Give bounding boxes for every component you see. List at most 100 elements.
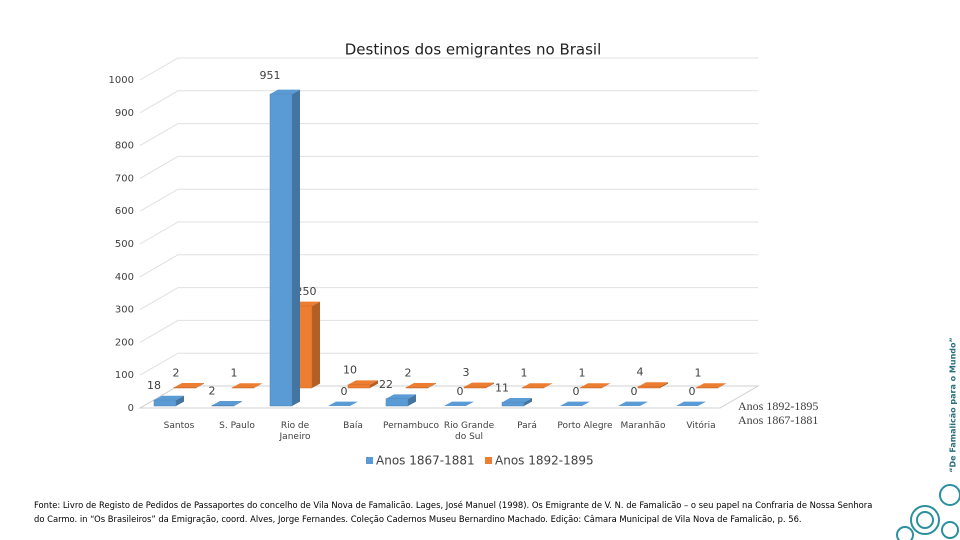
- y-tick-label: 100: [115, 370, 134, 381]
- bar-side: [234, 400, 242, 406]
- x-tick-label: Maranhão: [620, 421, 666, 431]
- bar-side: [254, 383, 262, 388]
- bar-top: [580, 383, 610, 388]
- data-label: 250: [296, 285, 317, 298]
- bar-top: [502, 397, 532, 403]
- data-label: 1: [695, 367, 702, 380]
- x-tick-label: Porto Alegre: [557, 421, 613, 431]
- bar: [405, 387, 429, 389]
- bar: [211, 405, 235, 407]
- bar-top: [444, 401, 474, 406]
- depth-axis-label: Anos 1867-1881: [738, 413, 818, 427]
- bar-side: [718, 383, 726, 388]
- bar-side: [408, 394, 416, 406]
- x-tick-label: Vitória: [686, 421, 716, 431]
- data-label: 18: [147, 379, 161, 392]
- x-tick-label: Pará: [517, 421, 537, 431]
- grid-line: [139, 123, 758, 147]
- bar-top: [154, 395, 184, 401]
- data-label: 0: [689, 385, 696, 398]
- x-tick-label: Santos: [163, 421, 195, 431]
- x-tick-label: Baía: [343, 421, 363, 431]
- bar-top: [386, 394, 416, 399]
- bar-top: [270, 89, 300, 95]
- y-tick-label: 500: [115, 239, 134, 250]
- y-tick-label: 0: [128, 403, 134, 414]
- bar-side: [312, 301, 320, 388]
- bar-top: [676, 401, 706, 406]
- bar-top: [212, 400, 242, 406]
- data-label: 2: [405, 366, 412, 379]
- grid-line: [139, 352, 758, 376]
- decoration: [896, 484, 960, 540]
- x-tick-label: Rio Grande do Sul: [443, 421, 495, 442]
- bar-side: [428, 382, 436, 388]
- bar-side: [660, 382, 668, 388]
- y-tick-label: 700: [115, 173, 134, 184]
- data-label: 1: [579, 367, 586, 380]
- data-label: 0: [341, 385, 348, 398]
- grid-line: [139, 188, 758, 212]
- bar: [347, 384, 371, 389]
- y-tick-label: 600: [115, 206, 134, 217]
- depth-axis-label: Anos 1892-1895: [738, 399, 818, 413]
- bar-top: [618, 401, 648, 406]
- bar: [153, 399, 177, 407]
- y-tick-label: 1000: [109, 75, 134, 86]
- bar-side: [544, 383, 552, 388]
- bar-side: [524, 397, 532, 406]
- data-label: 0: [573, 385, 580, 398]
- grid-line: [139, 287, 758, 311]
- data-label: 2: [209, 384, 216, 397]
- legend-swatch: [485, 457, 492, 464]
- x-tick-label: Rio de Janeiro: [279, 421, 311, 442]
- bar: [385, 398, 409, 407]
- legend-swatch: [366, 457, 373, 464]
- y-tick-label: 900: [115, 108, 134, 119]
- y-tick-label: 200: [115, 337, 134, 348]
- bar-top: [406, 382, 436, 388]
- bar-top: [696, 383, 726, 388]
- chart-title: Destinos dos emigrantes no Brasil: [345, 41, 602, 59]
- source-note: Fonte: Livro de Registo de Pedidos de Pa…: [34, 500, 873, 524]
- x-tick-label: Pernambuco: [383, 421, 440, 431]
- bar: [463, 386, 487, 389]
- legend-label: Anos 1867-1881: [376, 454, 475, 468]
- bar-top: [328, 401, 358, 406]
- y-tick-label: 800: [115, 141, 134, 152]
- side-text: “De Famalicão para o Mundo”: [949, 337, 958, 473]
- legend-label: Anos 1892-1895: [495, 454, 594, 468]
- bar-top: [232, 383, 262, 388]
- data-label: 0: [457, 385, 464, 398]
- bar-side: [602, 383, 610, 388]
- bar-side: [486, 382, 494, 388]
- bar-side: [176, 395, 184, 406]
- data-label: 2: [173, 366, 180, 379]
- y-tick-label: 400: [115, 272, 134, 283]
- bar-side: [196, 382, 204, 388]
- y-tick-label: 300: [115, 305, 134, 316]
- bar-side: [292, 89, 300, 406]
- data-label: 22: [379, 378, 393, 391]
- bar-side: [370, 380, 378, 388]
- grid-line: [139, 155, 758, 179]
- grid-line: [139, 319, 758, 343]
- data-label: 1: [231, 367, 238, 380]
- grid-line: [139, 90, 758, 114]
- data-label: 3: [463, 366, 470, 379]
- data-label: 11: [495, 381, 509, 394]
- bar: [173, 387, 197, 389]
- bar-top: [638, 382, 668, 387]
- bar: [501, 402, 525, 407]
- bar-top: [522, 383, 552, 388]
- grid-line: [139, 221, 758, 245]
- data-label: 10: [343, 364, 357, 377]
- data-label: 0: [631, 385, 638, 398]
- x-tick-label: S. Paulo: [219, 421, 255, 431]
- bar-top: [560, 401, 590, 406]
- bar: [637, 386, 661, 389]
- bar: [269, 93, 293, 407]
- bar-top: [174, 382, 204, 388]
